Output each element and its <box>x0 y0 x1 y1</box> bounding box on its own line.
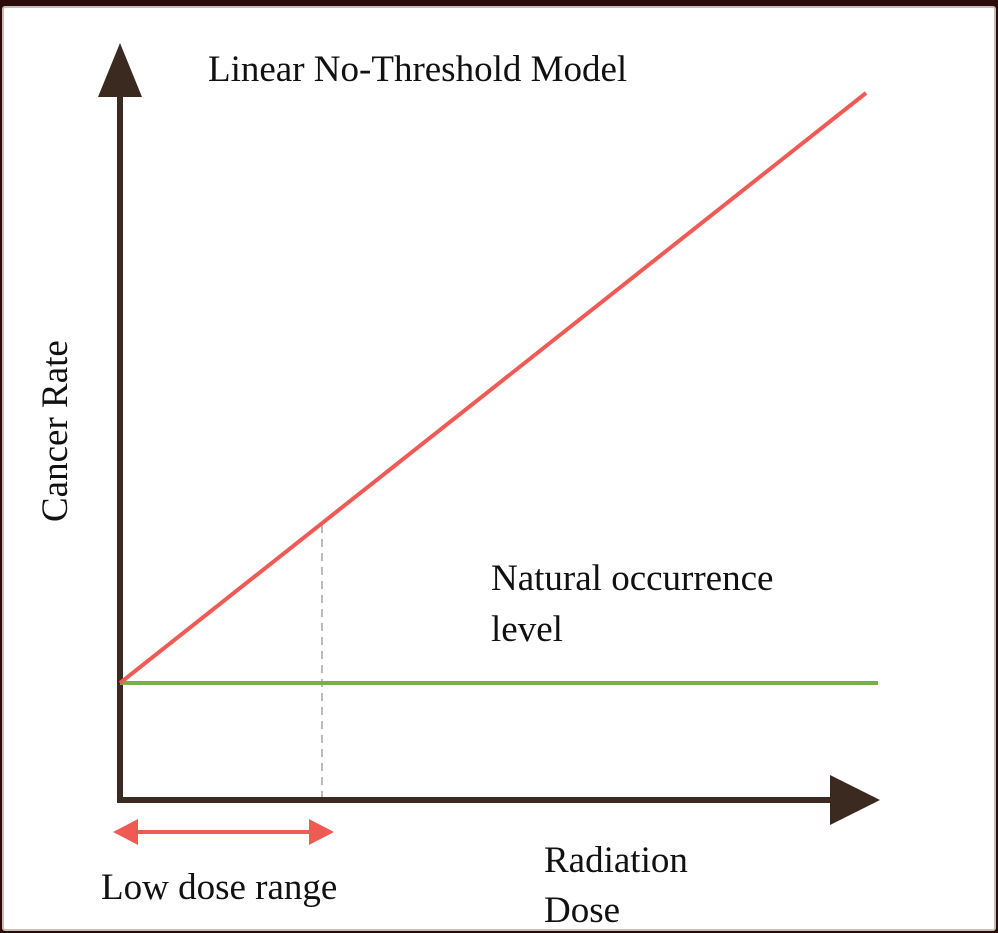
y-axis-label: Cancer Rate <box>35 340 76 522</box>
low-dose-range-label: Low dose range <box>101 867 337 908</box>
natural-occurrence-label-line2: level <box>491 609 563 650</box>
linear-no-threshold-line <box>118 91 868 685</box>
y-axis-arrowhead <box>98 43 142 97</box>
x-axis-label-line2: Dose <box>544 890 620 931</box>
natural-occurrence-label-line1: Natural occurrence <box>491 558 773 599</box>
diagram-title: Linear No-Threshold Model <box>208 49 627 90</box>
x-axis-label-line1: Radiation <box>544 840 688 881</box>
low-dose-arrowhead-left <box>113 819 138 845</box>
low-dose-arrowhead-right <box>309 819 334 845</box>
x-axis-arrowhead <box>830 775 880 825</box>
